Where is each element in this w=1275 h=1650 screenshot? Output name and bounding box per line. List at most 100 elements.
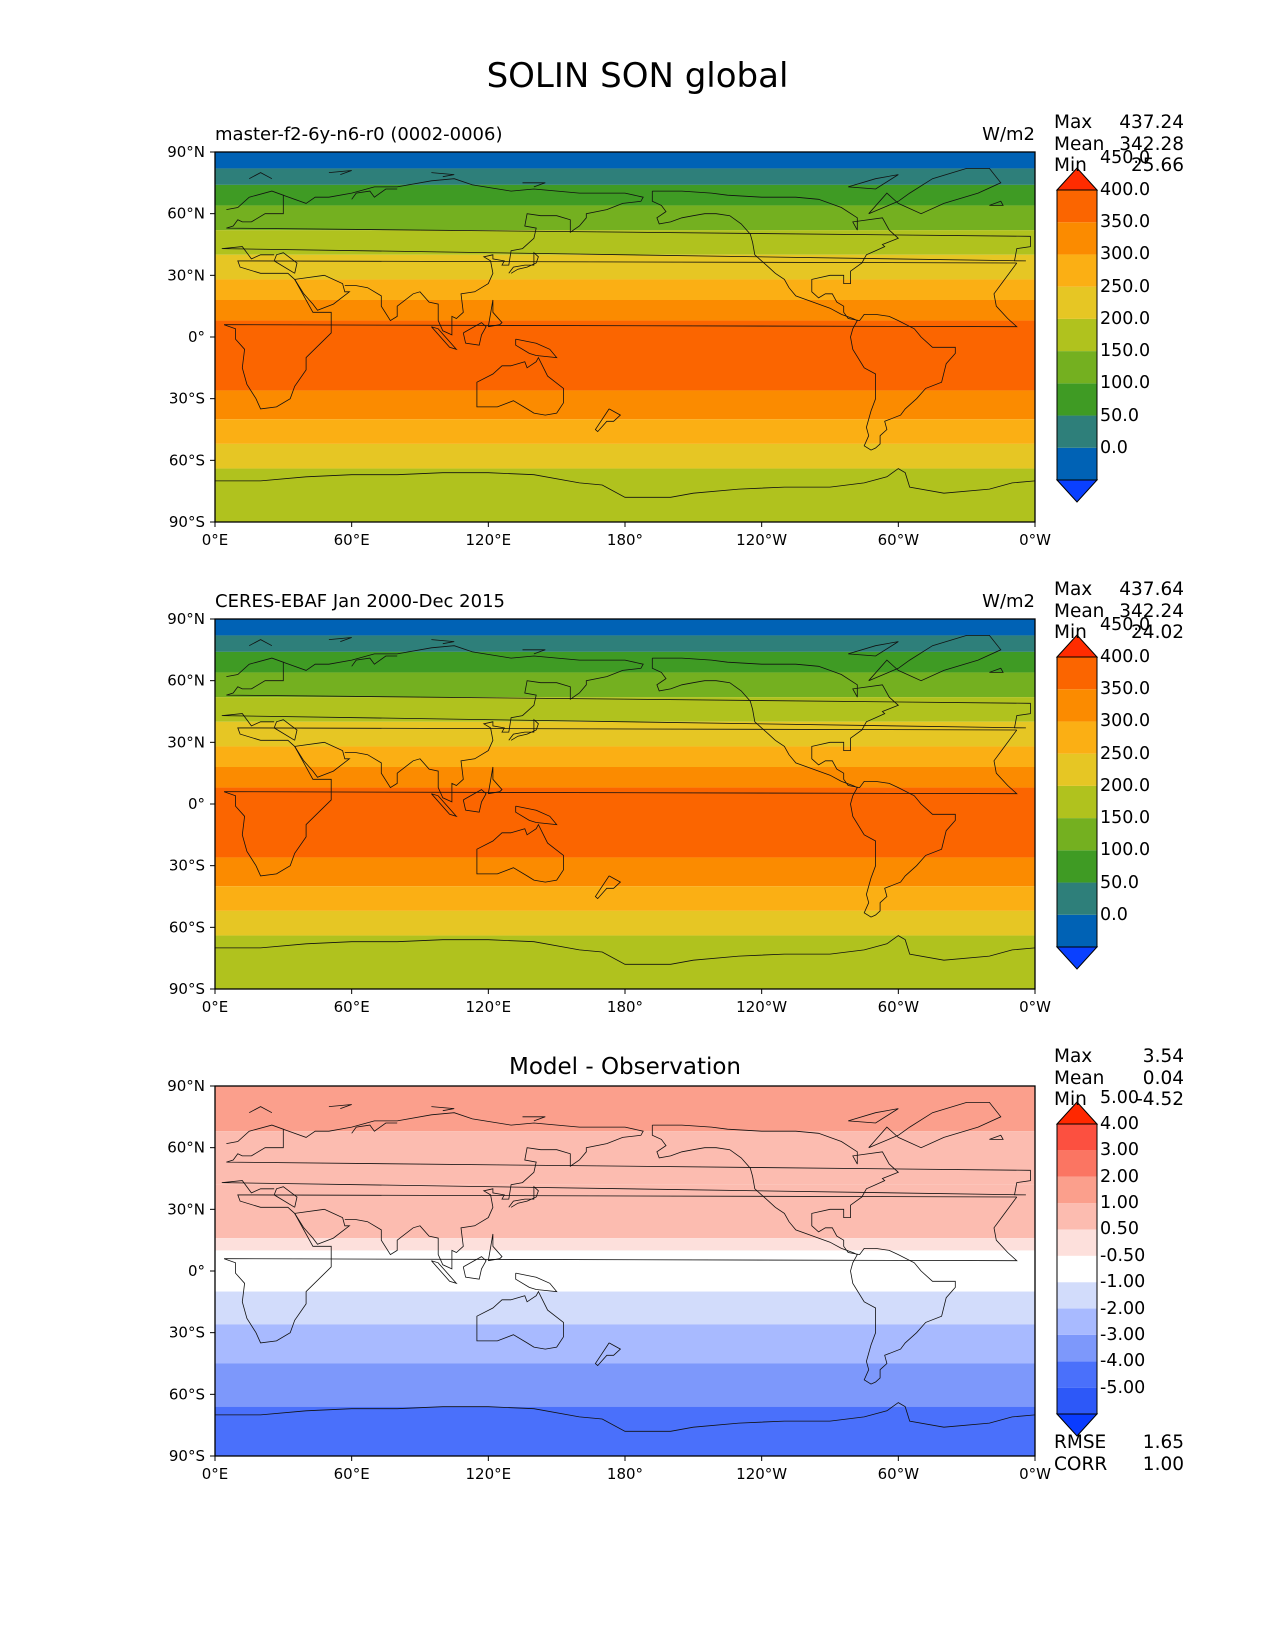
coastline-20 — [328, 637, 352, 642]
latitude-band-9 — [215, 390, 1035, 420]
colorbar-segment — [1057, 1176, 1097, 1204]
coastline-15 — [989, 1134, 1004, 1140]
colorbar-tick-label: 350.0 — [1100, 212, 1151, 233]
corr-label: CORR — [1054, 1453, 1108, 1475]
coastline-15 — [989, 667, 1004, 673]
latitude-band-7 — [215, 1363, 1035, 1407]
y-tick-label: 90°S — [169, 1447, 205, 1465]
stat-mean-value: 0.04 — [1142, 1067, 1184, 1089]
coastline-19 — [431, 639, 455, 645]
panel-difference: 0°E 60°E 120°E 180° 120°W 60°W 0°W 90°N 60°N 30°N… — [0, 1044, 1275, 1504]
colorbar-tick-label: 50.0 — [1100, 872, 1139, 893]
y-tick-label: 90°N — [167, 610, 205, 628]
map-difference: 0°E 60°E 120°E 180° 120°W 60°W 0°W 90°N 60°N 30°N… — [167, 1054, 1099, 1483]
coastline-4 — [283, 1112, 644, 1270]
colorbar-tick-label: 3.00 — [1100, 1140, 1139, 1161]
latitude-band-3 — [215, 1238, 1035, 1251]
x-tick-label: 120°W — [736, 1465, 787, 1483]
latitude-band-2 — [215, 651, 1035, 673]
stat-min-label: Min — [1054, 622, 1087, 643]
x-tick-label: 180° — [607, 998, 643, 1016]
y-tick-label: 0° — [188, 1262, 205, 1280]
coastline-16 — [215, 468, 1035, 498]
latitude-band-0 — [215, 619, 1035, 636]
coastline-8 — [431, 326, 458, 351]
panel-observation: 0°E 60°E 120°E 180° 120°W 60°W 0°W 90°N 60°N 30°N… — [0, 577, 1275, 1037]
coastline-1 — [273, 1186, 298, 1208]
rmse-label: RMSE — [1054, 1432, 1107, 1453]
coastline-20 — [328, 1104, 352, 1109]
map-area — [215, 152, 1035, 522]
coastline-16 — [215, 1402, 1035, 1432]
stat-max-label: Max — [1054, 1046, 1093, 1067]
corr-value: 1.00 — [1142, 1453, 1184, 1475]
latitude-band-7 — [215, 300, 1035, 321]
colorbar-segment — [1057, 785, 1097, 819]
y-tick-label: 60°N — [167, 205, 205, 223]
colorbar-tick-label: 150.0 — [1100, 341, 1151, 362]
stat-max-value: 3.54 — [1142, 1046, 1184, 1067]
coastline-17 — [351, 188, 398, 200]
latitude-band-12 — [215, 468, 1035, 522]
latitude-band-1 — [215, 1131, 1035, 1185]
y-tick-label: 30°S — [169, 857, 205, 875]
colorbar-segment — [1057, 1124, 1097, 1151]
coastline-10 — [515, 338, 558, 359]
colorbar-tick-label: 400.0 — [1100, 647, 1151, 667]
x-tick-label: 180° — [607, 531, 643, 549]
colorbar-segment — [1057, 657, 1097, 690]
coastline-9 — [462, 789, 487, 813]
colorbar-segment — [1057, 222, 1097, 255]
latitude-band-7 — [215, 767, 1035, 788]
coastline-21 — [249, 1106, 273, 1114]
coastline-21 — [249, 639, 273, 647]
y-tick-label: 90°S — [169, 513, 205, 531]
colorbar-frame — [1056, 656, 1098, 948]
colorbar-frame — [1056, 189, 1098, 481]
coastline-2 — [221, 657, 1031, 729]
coastline-0 — [223, 1194, 1018, 1344]
coastline-16 — [215, 935, 1035, 965]
coastline-14 — [848, 641, 899, 657]
latitude-band-1 — [215, 168, 1035, 185]
map-area — [215, 1086, 1035, 1456]
colorbar-segment — [1057, 286, 1097, 319]
coastline-5 — [476, 1290, 564, 1350]
stat-min-label: Min — [1054, 155, 1087, 176]
coastline-6 — [594, 1342, 622, 1367]
coastline-7 — [508, 1185, 539, 1208]
coastline-9 — [462, 1256, 487, 1280]
stat-min-value: -4.52 — [1136, 1089, 1184, 1110]
coastline-18 — [522, 1116, 546, 1122]
stat-min-value: 25.66 — [1131, 155, 1184, 176]
latitude-band-5 — [215, 1291, 1035, 1325]
stat-mean-label: Mean — [1054, 133, 1105, 155]
colorbar-tick-label: 200.0 — [1100, 775, 1151, 796]
colorbar-segment — [1057, 1361, 1097, 1388]
coastline-10 — [515, 1272, 558, 1293]
stat-mean-value: 342.24 — [1119, 600, 1184, 622]
colorbar-segment — [1057, 1308, 1097, 1335]
latitude-band-6 — [215, 746, 1035, 767]
coastline-0 — [223, 727, 1018, 877]
latitude-band-1 — [215, 635, 1035, 652]
colorbar-segment — [1057, 1150, 1097, 1177]
coastline-8 — [431, 793, 458, 818]
x-tick-label: 0°W — [1019, 998, 1051, 1016]
coastline-11 — [487, 766, 503, 795]
x-tick-label: 60°E — [334, 1465, 370, 1483]
coastline-7 — [508, 718, 539, 741]
y-tick-label: 60°S — [169, 918, 205, 936]
colorbar-tick-label: 0.0 — [1100, 437, 1128, 458]
coastline-11 — [487, 299, 503, 328]
colorbar-segment — [1057, 850, 1097, 883]
colorbar-segment — [1057, 254, 1097, 287]
x-tick-label: 60°E — [334, 531, 370, 549]
colorbar-tick-label: 100.0 — [1100, 373, 1151, 394]
colorbar-tick-label: -5.00 — [1100, 1377, 1146, 1398]
x-tick-label: 60°E — [334, 998, 370, 1016]
latitude-band-3 — [215, 205, 1035, 231]
y-tick-label: 0° — [188, 328, 205, 346]
colorbar-tick-label: 450.0 — [1100, 614, 1151, 635]
x-tick-label: 0°E — [202, 1465, 229, 1483]
